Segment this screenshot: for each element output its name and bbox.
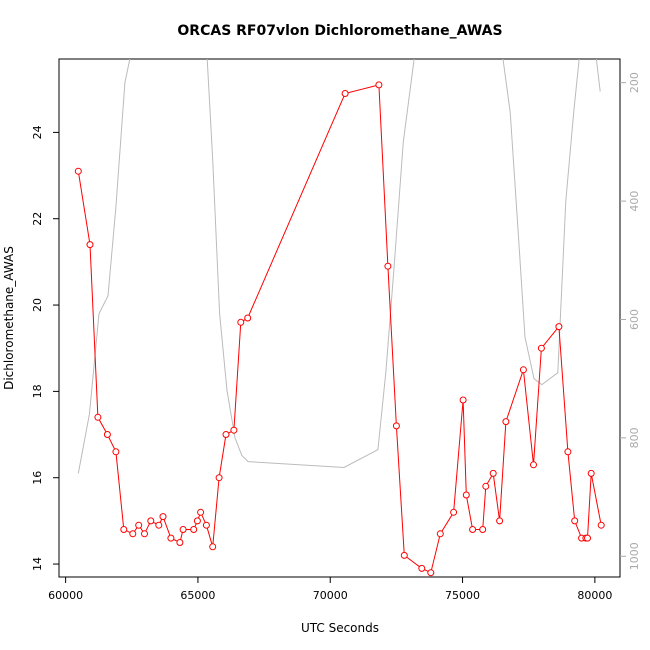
data-point — [341, 90, 349, 97]
data-point — [103, 431, 111, 438]
data-point — [120, 526, 128, 533]
x-axis-label: UTC Seconds — [301, 621, 379, 635]
data-point — [375, 81, 383, 89]
series-line-primary — [77, 84, 602, 574]
y2-tick-label: 400 — [628, 191, 641, 212]
data-point — [496, 517, 504, 525]
data-point — [427, 569, 435, 577]
y-tick-label: 24 — [31, 125, 44, 139]
data-point — [482, 482, 490, 490]
y-tick-label: 14 — [31, 557, 44, 571]
data-point — [564, 448, 572, 456]
y2-tick-label: 800 — [628, 427, 641, 448]
x-tick-label: 80000 — [577, 589, 612, 602]
y-tick-label: 18 — [31, 384, 44, 398]
series-lines — [77, 59, 602, 574]
data-point — [584, 534, 591, 542]
data-point — [519, 366, 527, 374]
data-point — [489, 469, 497, 477]
data-point — [129, 530, 137, 538]
data-point — [215, 474, 223, 482]
series-points — [74, 81, 605, 577]
x-tick-label: 65000 — [180, 589, 215, 602]
data-point — [176, 539, 184, 546]
data-point — [530, 461, 537, 469]
data-point — [94, 413, 102, 421]
data-point — [230, 426, 238, 434]
data-point — [197, 508, 205, 516]
data-point — [469, 526, 477, 533]
y-axis-label: Dichloromethane_AWAS — [2, 246, 16, 390]
data-point — [222, 431, 230, 438]
x-tick-label: 75000 — [445, 589, 480, 602]
data-point — [86, 241, 94, 249]
y-axis: 14 16 18 20 22 24 — [31, 125, 59, 571]
x-tick-label: 70000 — [313, 589, 348, 602]
data-point — [179, 526, 187, 533]
data-point — [450, 508, 458, 516]
series-line-secondary — [77, 59, 601, 474]
data-point — [193, 517, 201, 525]
data-point — [147, 517, 155, 525]
data-point — [209, 543, 217, 551]
data-point — [202, 521, 210, 529]
data-point — [555, 323, 563, 331]
data-point — [479, 526, 487, 533]
data-point — [597, 521, 605, 529]
plot-area — [58, 58, 621, 578]
data-point — [571, 517, 579, 525]
data-point — [135, 521, 143, 529]
data-point — [244, 314, 252, 322]
y2-tick-label: 600 — [628, 309, 641, 330]
data-point — [587, 469, 595, 477]
data-point — [459, 396, 467, 404]
data-point — [462, 491, 470, 499]
data-point — [167, 534, 175, 542]
y-tick-label: 22 — [31, 212, 44, 226]
data-point — [384, 262, 392, 270]
y2-tick-label: 1000 — [628, 542, 641, 570]
data-point — [155, 521, 163, 529]
y-tick-label: 20 — [31, 298, 44, 312]
x-tick-label: 60000 — [48, 589, 83, 602]
y2-tick-label: 200 — [628, 72, 641, 93]
data-point — [112, 448, 120, 456]
data-point — [74, 167, 82, 175]
data-point — [418, 564, 426, 572]
data-point — [190, 526, 198, 533]
data-point — [537, 344, 545, 352]
data-point — [400, 551, 408, 559]
x-axis: 60000 65000 70000 75000 80000 — [48, 577, 612, 602]
chart-title: ORCAS RF07vlon Dichloromethane_AWAS — [177, 23, 502, 39]
y-tick-label: 16 — [31, 471, 44, 485]
data-point — [237, 318, 245, 326]
data-point — [159, 513, 167, 521]
data-point — [392, 422, 400, 430]
data-point — [141, 530, 148, 538]
data-point — [502, 418, 510, 426]
y2-axis: 200 400 600 800 1000 — [620, 72, 641, 570]
data-point — [436, 530, 444, 538]
